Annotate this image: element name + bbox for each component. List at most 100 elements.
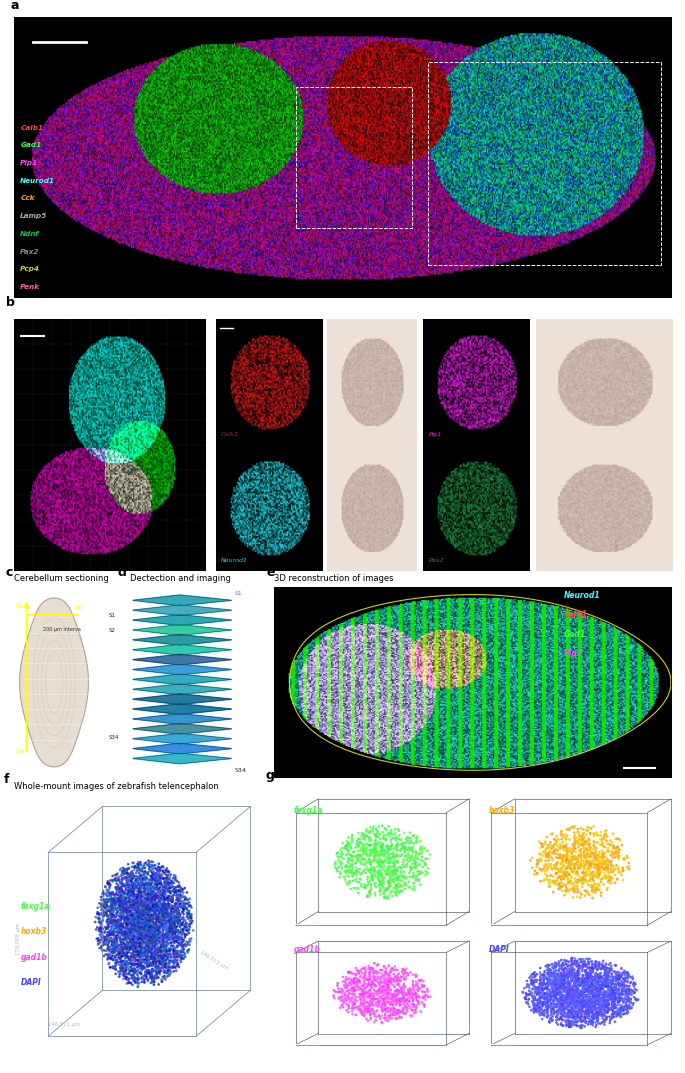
Point [622, 991, 633, 1009]
Point [123, 973, 134, 990]
Point [590, 1009, 601, 1026]
Point [565, 859, 576, 877]
Point [406, 842, 417, 859]
Point [134, 882, 145, 899]
Point [556, 991, 567, 1009]
Point [123, 866, 134, 883]
Point [543, 965, 553, 982]
Point [577, 968, 588, 985]
Point [384, 863, 395, 880]
Point [601, 1009, 612, 1026]
Point [118, 907, 129, 924]
Point [604, 1008, 615, 1025]
Point [175, 911, 186, 928]
Point [153, 888, 164, 906]
Point [558, 971, 569, 988]
Point [125, 930, 136, 947]
Polygon shape [133, 624, 232, 635]
Point [420, 867, 431, 884]
Point [151, 908, 162, 925]
Point [114, 925, 125, 942]
Point [143, 878, 154, 895]
Point [573, 983, 584, 1000]
Point [365, 1010, 376, 1027]
Point [130, 969, 141, 986]
Point [363, 976, 374, 994]
Point [556, 823, 566, 840]
Point [559, 975, 570, 993]
Point [389, 991, 400, 1009]
Point [138, 952, 149, 969]
Point [121, 910, 132, 927]
Point [169, 912, 179, 929]
Point [168, 874, 179, 892]
Point [375, 850, 386, 867]
Point [595, 863, 606, 880]
Point [405, 982, 416, 999]
Point [129, 910, 140, 927]
Point [350, 854, 361, 871]
Point [623, 854, 634, 871]
Point [175, 887, 186, 905]
Point [551, 996, 562, 1013]
Point [131, 934, 142, 951]
Point [171, 872, 182, 890]
Point [128, 912, 139, 929]
Point [377, 847, 388, 864]
Point [180, 915, 191, 932]
Point [591, 966, 602, 983]
Point [357, 839, 368, 856]
Point [343, 990, 354, 1008]
Point [579, 956, 590, 973]
Point [144, 953, 155, 970]
Point [559, 990, 570, 1008]
Point [562, 976, 573, 994]
Point [622, 972, 633, 989]
Point [580, 979, 591, 996]
Point [125, 934, 136, 951]
Point [154, 862, 165, 879]
Point [120, 946, 131, 964]
Point [565, 967, 576, 984]
Point [618, 999, 629, 1016]
Point [544, 964, 555, 981]
Point [384, 1006, 395, 1024]
Point [601, 853, 612, 870]
Point [101, 905, 112, 922]
Point [114, 894, 125, 911]
Point [161, 937, 172, 954]
Point [172, 906, 183, 923]
Point [560, 839, 571, 856]
Point [383, 848, 394, 865]
Point [355, 865, 366, 882]
Point [140, 926, 151, 943]
Point [614, 848, 625, 865]
Point [397, 1003, 408, 1020]
Point [163, 925, 174, 942]
Point [128, 936, 139, 953]
Point [156, 971, 167, 988]
Point [597, 956, 608, 973]
Point [158, 954, 169, 971]
Point [550, 958, 561, 975]
Point [371, 1002, 382, 1019]
Point [347, 833, 358, 850]
Point [173, 946, 184, 964]
Point [590, 1001, 601, 1018]
Point [162, 958, 173, 975]
Point [599, 853, 610, 870]
Point [389, 979, 400, 996]
Point [141, 899, 152, 916]
Point [559, 972, 570, 989]
Point [539, 991, 550, 1009]
Point [581, 1009, 592, 1026]
Point [117, 923, 128, 940]
Point [394, 822, 405, 839]
Point [369, 1006, 380, 1024]
Point [173, 892, 184, 909]
Point [594, 881, 605, 898]
Point [123, 942, 134, 959]
Point [348, 993, 359, 1010]
Point [553, 953, 564, 970]
Point [158, 931, 169, 949]
